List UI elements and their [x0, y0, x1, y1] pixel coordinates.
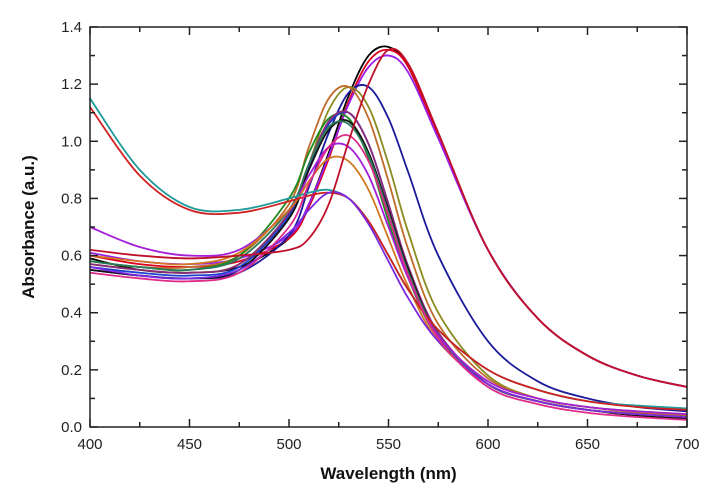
- x-axis-title: Wavelength (nm): [320, 464, 456, 483]
- series-line-green: [89, 112, 688, 418]
- series-line-orange: [89, 155, 688, 418]
- y-tick-label: 1.4: [61, 19, 82, 36]
- y-tick-label: 0.4: [61, 305, 82, 322]
- series-line-teal: [89, 97, 688, 410]
- series-line-navy: [89, 84, 688, 413]
- x-tick-label: 700: [674, 436, 699, 453]
- series-line-violet-2: [89, 142, 688, 416]
- series-line-brown-orange: [89, 85, 688, 417]
- x-tick-label: 400: [77, 436, 102, 453]
- x-tick-label: 600: [475, 436, 500, 453]
- series-line-red-3: [89, 47, 688, 388]
- y-tick-label: 0.2: [61, 362, 82, 379]
- y-tick-label: 0.8: [61, 190, 82, 207]
- series-line-red-2: [89, 106, 688, 411]
- x-tick-label: 650: [575, 436, 600, 453]
- x-tick-label: 450: [177, 436, 202, 453]
- series-line-olive: [89, 86, 688, 416]
- series-layer: [89, 45, 688, 421]
- y-axis-title: Absorbance (a.u.): [19, 155, 38, 299]
- y-tick-label: 1.0: [61, 133, 82, 150]
- series-line-red-1: [89, 48, 688, 388]
- y-tick-label: 0.0: [61, 419, 82, 436]
- series-line-pink: [89, 134, 688, 421]
- x-tick-label: 550: [376, 436, 401, 453]
- y-tick-label: 1.2: [61, 76, 82, 93]
- series-line-purple: [89, 191, 688, 418]
- x-tick-label: 500: [276, 436, 301, 453]
- y-tick-label: 0.6: [61, 248, 82, 265]
- ticks-layer: 400 450 500 550 600 650 700 0.0 0.2 0.4 0.6 0.8 1.0 1…: [61, 19, 699, 453]
